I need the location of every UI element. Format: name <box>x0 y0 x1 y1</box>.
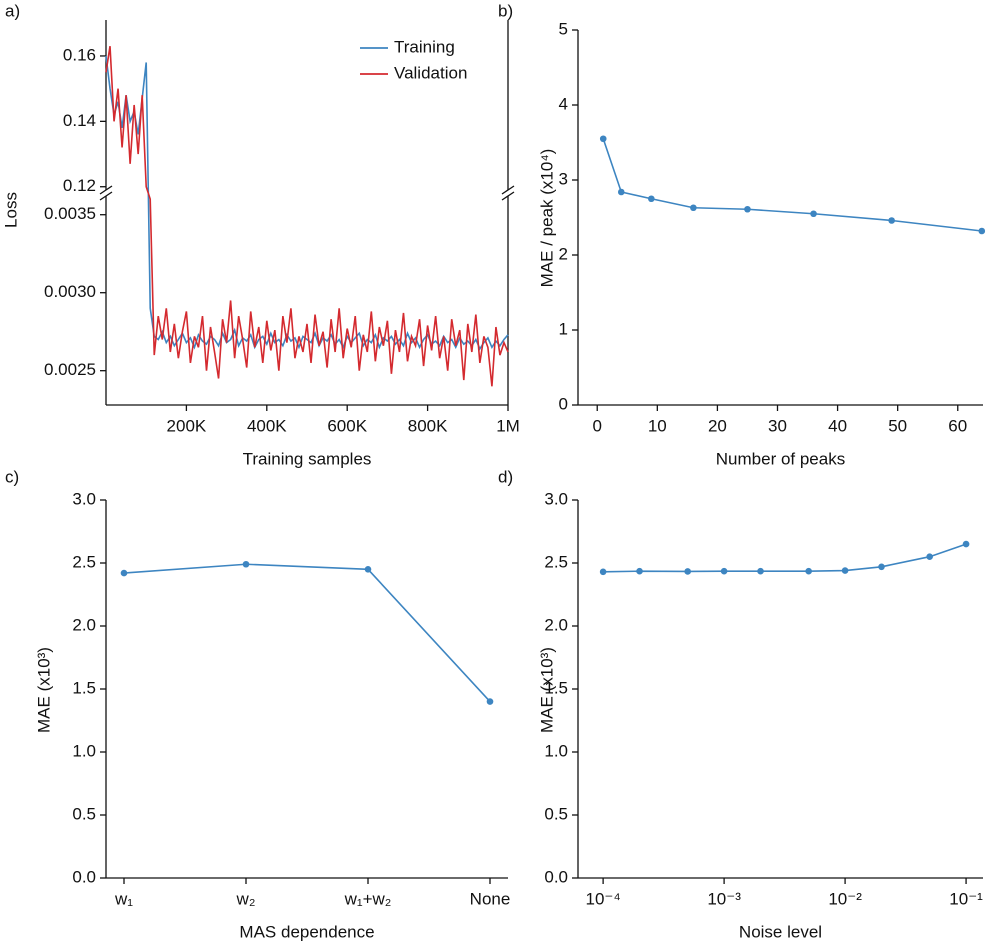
data-line <box>602 138 982 232</box>
x-tick-label: w₁+w₂ <box>344 889 392 908</box>
y-tick-label: 0.14 <box>63 111 96 130</box>
data-line <box>603 543 967 573</box>
x-tick-label: 30 <box>768 416 787 435</box>
y-axis-label: MAE (x10³) <box>537 647 556 733</box>
x-tick-label: 800K <box>408 416 448 435</box>
x-tick-label: 20 <box>708 416 727 435</box>
x-tick-label: 10⁻³ <box>707 889 741 908</box>
axis-break <box>99 191 113 201</box>
x-axis-label: MAS dependence <box>239 922 374 941</box>
axis-break <box>501 185 515 195</box>
panel: d) 0.0 0.5 1.0 1.5 2.0 2.5 3.0 10⁻⁴ 10⁻³ 10⁻² 10⁻¹ N… <box>498 467 983 941</box>
y-tick-label: 2.0 <box>544 615 568 634</box>
x-tick-label: 50 <box>888 416 907 435</box>
y-tick-label: 0.0025 <box>44 360 96 379</box>
y-tick-label: 2 <box>559 244 568 263</box>
y-tick-label: 0.0 <box>544 867 568 886</box>
data-point <box>617 188 625 196</box>
panel-label: a) <box>5 1 20 20</box>
data-point <box>684 568 691 575</box>
x-tick-label: w₁ <box>114 889 133 908</box>
y-axis-label: MAE / peak (x10⁴) <box>537 149 556 288</box>
y-tick-label: 0.16 <box>63 45 96 64</box>
data-point <box>648 195 655 203</box>
legend-label: Training <box>394 37 455 56</box>
y-tick-label: 3.0 <box>544 489 568 508</box>
x-tick-label: 10⁻¹ <box>949 889 983 908</box>
y-tick-label: 0 <box>559 394 568 413</box>
y-tick-label: 2.5 <box>72 552 96 571</box>
data-point <box>486 698 494 705</box>
axis-break <box>501 191 515 201</box>
data-point <box>690 204 697 212</box>
y-tick-label: 0.0030 <box>44 282 96 301</box>
y-tick-label: 1.0 <box>72 741 96 760</box>
y-tick-label: 5 <box>559 19 568 38</box>
x-axis-label: Training samples <box>243 449 372 468</box>
y-tick-label: 0.12 <box>63 176 96 195</box>
data-line <box>105 55 509 351</box>
y-tick-label: 3.0 <box>72 489 96 508</box>
data-point <box>720 567 728 575</box>
panel-label: c) <box>5 467 19 486</box>
data-point <box>978 227 986 235</box>
data-point <box>878 563 885 571</box>
x-tick-label: 600K <box>327 416 367 435</box>
x-tick-label: 10⁻² <box>828 889 862 908</box>
x-tick-label: 200K <box>167 416 207 435</box>
data-point <box>120 569 128 577</box>
panel-label: b) <box>498 1 513 20</box>
y-axis-label: MAE (x10³) <box>34 647 53 733</box>
y-tick-label: 2.5 <box>544 552 568 571</box>
y-tick-label: 3 <box>559 169 568 188</box>
y-tick-label: 4 <box>559 94 568 113</box>
y-tick-label: 0.0 <box>72 867 96 886</box>
axis-break <box>99 185 113 195</box>
data-point <box>636 567 643 575</box>
data-point <box>810 210 817 218</box>
y-axis-label: Loss <box>1 192 20 228</box>
x-tick-label: 400K <box>247 416 287 435</box>
data-point <box>805 567 812 575</box>
x-axis-label: Noise level <box>739 922 822 941</box>
panel: a) 0.0025 0.0030 0.0035 0.12 0.14 0.16 200K 400K… <box>1 1 519 468</box>
x-tick-label: 10⁻⁴ <box>586 889 621 908</box>
data-point <box>599 135 607 143</box>
data-point <box>888 217 895 224</box>
x-tick-label: 10 <box>648 416 667 435</box>
data-point <box>242 560 250 568</box>
data-point <box>364 566 372 573</box>
y-tick-label: 1.5 <box>544 678 568 697</box>
data-point <box>599 568 607 576</box>
data-point <box>744 205 751 213</box>
data-line <box>105 46 509 387</box>
data-point <box>841 567 849 574</box>
y-tick-label: 1.0 <box>544 741 568 760</box>
data-point <box>926 553 933 560</box>
data-point <box>962 540 970 548</box>
legend-label: Validation <box>394 63 467 82</box>
x-tick-label: 40 <box>828 416 847 435</box>
panel: c) 0.0 0.5 1.0 1.5 2.0 2.5 3.0 w₁ w₂ w₁+w₂ None MAS … <box>5 467 510 941</box>
data-point <box>757 567 764 575</box>
y-tick-label: 0.5 <box>72 804 96 823</box>
x-tick-label: 1M <box>496 416 520 435</box>
x-axis-label: Number of peaks <box>716 449 845 468</box>
x-tick-label: None <box>470 889 511 908</box>
y-tick-label: 0.0035 <box>44 204 96 223</box>
y-tick-label: 1.5 <box>72 678 96 697</box>
x-tick-label: w₂ <box>236 889 256 908</box>
y-tick-label: 1 <box>559 319 568 338</box>
panel-label: d) <box>498 467 513 486</box>
x-tick-label: 60 <box>948 416 967 435</box>
y-tick-label: 2.0 <box>72 615 96 634</box>
data-line <box>123 563 491 703</box>
y-tick-label: 0.5 <box>544 804 568 823</box>
x-tick-label: 0 <box>592 416 601 435</box>
